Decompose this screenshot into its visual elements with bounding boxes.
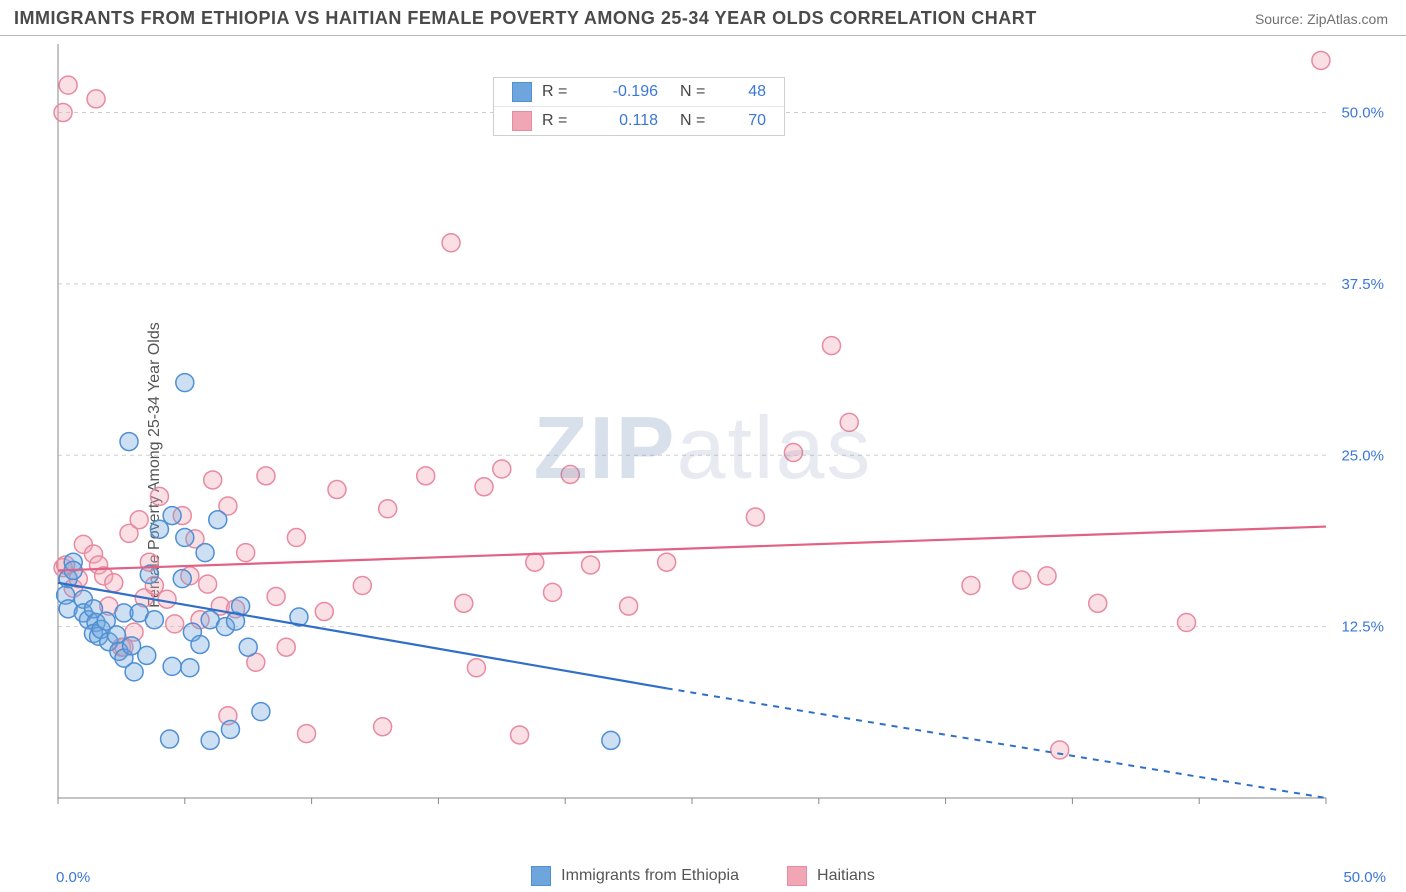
legend-swatch-ethiopia: [531, 866, 551, 886]
data-point: [1312, 51, 1330, 69]
data-point: [467, 659, 485, 677]
data-point: [239, 638, 257, 656]
data-point: [840, 413, 858, 431]
data-point: [379, 500, 397, 518]
data-point: [962, 577, 980, 595]
data-point: [658, 553, 676, 571]
data-point: [54, 104, 72, 122]
data-point: [257, 467, 275, 485]
data-point: [199, 575, 217, 593]
data-point: [87, 90, 105, 108]
y-tick-label: 50.0%: [1341, 105, 1384, 122]
data-point: [822, 337, 840, 355]
correlation-legend: R = -0.196 N = 48 R = 0.118 N = 70: [493, 77, 785, 136]
data-point: [1013, 571, 1031, 589]
data-point: [442, 234, 460, 252]
data-point: [173, 570, 191, 588]
data-point: [196, 544, 214, 562]
data-point: [267, 587, 285, 605]
chart-title: IMMIGRANTS FROM ETHIOPIA VS HAITIAN FEMA…: [14, 8, 1037, 29]
data-point: [784, 444, 802, 462]
legend-item-ethiopia: Immigrants from Ethiopia: [531, 866, 739, 886]
legend-r-label: R =: [542, 83, 578, 101]
legend-swatch: [512, 111, 532, 131]
legend-r-label: R =: [542, 112, 578, 130]
legend-swatch-haitians: [787, 866, 807, 886]
data-point: [150, 520, 168, 538]
data-point: [526, 553, 544, 571]
y-tick-label: 37.5%: [1341, 276, 1384, 293]
data-point: [237, 544, 255, 562]
data-point: [582, 556, 600, 574]
data-point: [287, 529, 305, 547]
trend-line: [58, 583, 667, 689]
data-point: [1089, 594, 1107, 612]
chart-source: Source: ZipAtlas.com: [1255, 11, 1388, 27]
data-point: [163, 507, 181, 525]
legend-r-value: 0.118: [588, 112, 658, 130]
data-point: [176, 529, 194, 547]
data-point: [353, 577, 371, 595]
data-point: [130, 511, 148, 529]
data-point: [746, 508, 764, 526]
data-point: [201, 731, 219, 749]
trend-line-extrapolated: [667, 688, 1326, 798]
legend-n-label: N =: [680, 83, 716, 101]
data-point: [145, 611, 163, 629]
data-point: [120, 433, 138, 451]
data-point: [176, 374, 194, 392]
data-point: [1178, 614, 1196, 632]
data-point: [191, 635, 209, 653]
data-point: [315, 603, 333, 621]
data-point: [252, 703, 270, 721]
data-point: [511, 726, 529, 744]
data-point: [328, 481, 346, 499]
data-point: [475, 478, 493, 496]
legend-swatch: [512, 82, 532, 102]
data-point: [125, 663, 143, 681]
data-point: [150, 487, 168, 505]
data-point: [455, 594, 473, 612]
y-tick-label: 25.0%: [1341, 447, 1384, 464]
legend-n-value: 48: [726, 83, 766, 101]
legend-r-value: -0.196: [588, 83, 658, 101]
y-tick-label: 12.5%: [1341, 619, 1384, 636]
data-point: [544, 583, 562, 601]
chart-header: IMMIGRANTS FROM ETHIOPIA VS HAITIAN FEMA…: [0, 0, 1406, 36]
data-point: [158, 590, 176, 608]
data-point: [620, 597, 638, 615]
data-point: [209, 511, 227, 529]
data-point: [138, 646, 156, 664]
data-point: [107, 626, 125, 644]
data-point: [298, 725, 316, 743]
data-point: [493, 460, 511, 478]
data-point: [1051, 741, 1069, 759]
legend-n-value: 70: [726, 112, 766, 130]
legend-label-haitians: Haitians: [817, 867, 875, 885]
legend-label-ethiopia: Immigrants from Ethiopia: [561, 867, 739, 885]
data-point: [1038, 567, 1056, 585]
data-point: [374, 718, 392, 736]
scatter-plot: 12.5% 25.0% 37.5% 50.0%: [50, 38, 1396, 838]
data-point: [161, 730, 179, 748]
data-point: [166, 615, 184, 633]
data-point: [59, 76, 77, 94]
series-legend: Immigrants from Ethiopia Haitians: [0, 866, 1406, 886]
data-point: [221, 720, 239, 738]
data-point: [561, 465, 579, 483]
chart-area: Female Poverty Among 25-34 Year Olds 12.…: [0, 38, 1406, 892]
data-point: [181, 659, 199, 677]
data-point: [417, 467, 435, 485]
data-point: [163, 657, 181, 675]
legend-item-haitians: Haitians: [787, 866, 875, 886]
legend-n-label: N =: [680, 112, 716, 130]
data-point: [602, 731, 620, 749]
legend-row: R = 0.118 N = 70: [494, 106, 784, 135]
data-point: [204, 471, 222, 489]
legend-row: R = -0.196 N = 48: [494, 78, 784, 106]
data-point: [277, 638, 295, 656]
data-point: [105, 574, 123, 592]
